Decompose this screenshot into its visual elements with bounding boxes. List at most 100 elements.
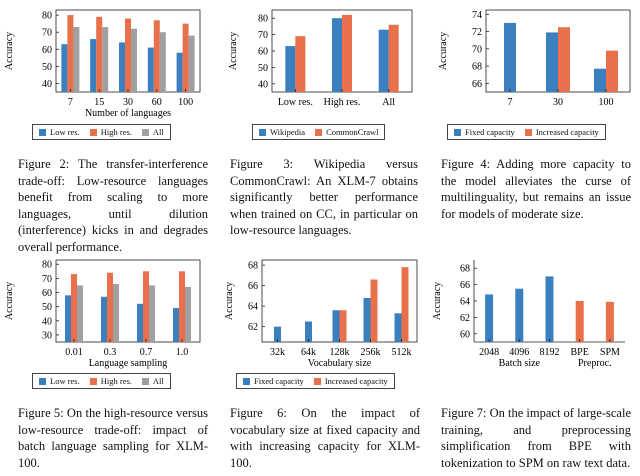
x-tick-label: 0.7 bbox=[140, 347, 153, 358]
x-tick-label: 0.3 bbox=[104, 347, 117, 358]
x-tick-label: 8192 bbox=[540, 347, 560, 358]
legend-item-fixed: Fixed capacity bbox=[454, 127, 515, 137]
y-tick-label: 80 bbox=[258, 14, 268, 25]
chart-fig4-svg: 66 68 70 72 74 Accuracy 7 30 100 bbox=[438, 9, 631, 108]
y-tick-label: 60 bbox=[460, 329, 470, 340]
bar-high-res- bbox=[182, 23, 189, 93]
bar-all bbox=[73, 27, 80, 92]
x-tick-label: 7 bbox=[508, 97, 513, 108]
y-tick-label: 80 bbox=[42, 11, 52, 22]
y-tick-label: 66 bbox=[472, 79, 482, 90]
y-axis-label: Accuracy bbox=[228, 32, 239, 70]
y-tick-label: 40 bbox=[42, 79, 52, 90]
swatch-fixed bbox=[243, 377, 250, 385]
y-tick-label: 60 bbox=[42, 45, 52, 56]
caption-fig2: Figure 2: The transfer-interference trad… bbox=[18, 157, 208, 254]
chart-fig4: 66 68 70 72 74 Accuracy 7 30 100 bbox=[430, 0, 640, 120]
bar-low-res- bbox=[119, 42, 125, 92]
bar-fixed-capacity bbox=[332, 310, 340, 342]
bar-low-res- bbox=[65, 295, 71, 342]
legend-label: Low res. bbox=[50, 127, 80, 137]
x-tick-label: 256k bbox=[361, 347, 381, 358]
legend-label: Increased capacity bbox=[324, 376, 388, 386]
bar-fixed-capacity bbox=[594, 68, 606, 92]
bar-low-res- bbox=[176, 52, 183, 92]
swatch-all bbox=[141, 128, 149, 136]
x-tick-label: 64k bbox=[301, 347, 316, 358]
bar-low-res- bbox=[147, 47, 154, 92]
x-tick-label: 4096 bbox=[509, 347, 529, 358]
swatch-low bbox=[39, 377, 46, 385]
chart-fig7: 60 62 64 66 68 Accuracy 2048 4096 8192 BPE SPM Batc… bbox=[430, 250, 640, 400]
legend-item-wikipedia: Wikipedia bbox=[259, 127, 305, 137]
y-axis-label: Accuracy bbox=[4, 32, 15, 70]
y-tick-label: 72 bbox=[472, 27, 482, 38]
x-tick-label: 100 bbox=[178, 97, 193, 108]
y-axis-label: Accuracy bbox=[432, 282, 443, 320]
x-tick-label: 60 bbox=[152, 97, 162, 108]
y-tick-label: 68 bbox=[248, 261, 258, 272]
y-tick-label: 70 bbox=[472, 44, 482, 55]
bar-wikipedia bbox=[378, 29, 389, 92]
bar-batch-size bbox=[545, 276, 554, 342]
y-tick-label: 64 bbox=[248, 302, 258, 313]
swatch-fixed bbox=[454, 128, 461, 136]
chart-fig2-svg: 40 50 60 70 80 Accuracy 7 15 30 60 100 Number of la… bbox=[4, 9, 201, 119]
bar-wikipedia bbox=[285, 46, 296, 92]
bar-low-res- bbox=[90, 39, 97, 92]
bar-high-res- bbox=[125, 18, 131, 93]
bar-all bbox=[113, 284, 119, 342]
bar-fixed-capacity bbox=[394, 313, 402, 342]
bar-high-res- bbox=[96, 16, 103, 92]
legend-item-all: All bbox=[141, 127, 164, 137]
chart-fig3-svg: 40 50 60 70 80 Accuracy Low res. High res. All bbox=[228, 9, 413, 108]
swatch-commoncrawl bbox=[315, 128, 323, 136]
y-tick-label: 68 bbox=[472, 62, 482, 73]
y-axis-label: Accuracy bbox=[224, 282, 235, 320]
bar-all bbox=[102, 27, 109, 92]
bar-commoncrawl bbox=[388, 24, 399, 92]
x-tick-label: BPE bbox=[571, 347, 589, 358]
y-tick-label: 62 bbox=[460, 313, 470, 324]
legend-fig4: Fixed capacity Increased capacity bbox=[447, 124, 606, 140]
caption-fig7: Figure 7: On the impact of large-scale t… bbox=[441, 406, 631, 470]
chart-fig6: 62 64 66 68 Accuracy 32k 64k 128k 256k 512k Vocabu… bbox=[222, 250, 422, 372]
legend-fig6: Fixed capacity Increased capacity bbox=[236, 373, 395, 389]
swatch-high bbox=[89, 128, 97, 136]
bar-fixed-capacity bbox=[504, 22, 516, 92]
y-tick-label: 70 bbox=[42, 28, 52, 39]
bar-fixed-capacity bbox=[546, 32, 558, 92]
bar-commoncrawl bbox=[342, 14, 352, 93]
bar-all bbox=[185, 286, 191, 342]
legend-label: Fixed capacity bbox=[465, 127, 515, 137]
x-tick-label: 1.0 bbox=[176, 347, 189, 358]
legend-label: High res. bbox=[100, 127, 132, 137]
x-tick-label: 7 bbox=[68, 97, 73, 108]
y-tick-label: 40 bbox=[42, 316, 52, 327]
swatch-high bbox=[89, 377, 97, 385]
y-tick-label: 66 bbox=[248, 281, 258, 292]
chart-fig5: 30 40 50 60 70 80 Accuracy 0.01 0.3 0.7 1.0 Languag… bbox=[0, 250, 205, 372]
y-tick-label: 80 bbox=[42, 260, 52, 271]
chart-fig6-svg: 62 64 66 68 Accuracy 32k 64k 128k 256k 512k Vocabu… bbox=[224, 259, 418, 369]
bar-low-res- bbox=[61, 44, 68, 92]
y-tick-label: 50 bbox=[42, 62, 52, 73]
legend-label: Low res. bbox=[50, 376, 80, 386]
y-tick-label: 40 bbox=[258, 79, 268, 90]
y-tick-label: 64 bbox=[460, 297, 470, 308]
swatch-increased bbox=[524, 128, 532, 136]
chart-fig3: 40 50 60 70 80 Accuracy Low res. High res. All bbox=[222, 0, 417, 120]
bar-commoncrawl bbox=[295, 36, 306, 92]
swatch-wikipedia bbox=[259, 128, 266, 136]
x-tick-label: 2048 bbox=[479, 347, 499, 358]
plot-frame bbox=[55, 259, 201, 343]
bar-increased-capacity bbox=[370, 279, 378, 342]
bar-batch-size bbox=[485, 294, 494, 342]
legend-label: High res. bbox=[100, 376, 132, 386]
bar-high-res- bbox=[179, 271, 185, 342]
y-tick-label: 50 bbox=[42, 302, 52, 313]
x-axis-label: Number of languages bbox=[85, 108, 171, 119]
x-tick-label: All bbox=[382, 97, 395, 108]
chart-fig7-svg: 60 62 64 66 68 Accuracy 2048 4096 8192 BPE SPM Batc… bbox=[432, 260, 625, 369]
legend-item-high: High res. bbox=[89, 376, 132, 386]
